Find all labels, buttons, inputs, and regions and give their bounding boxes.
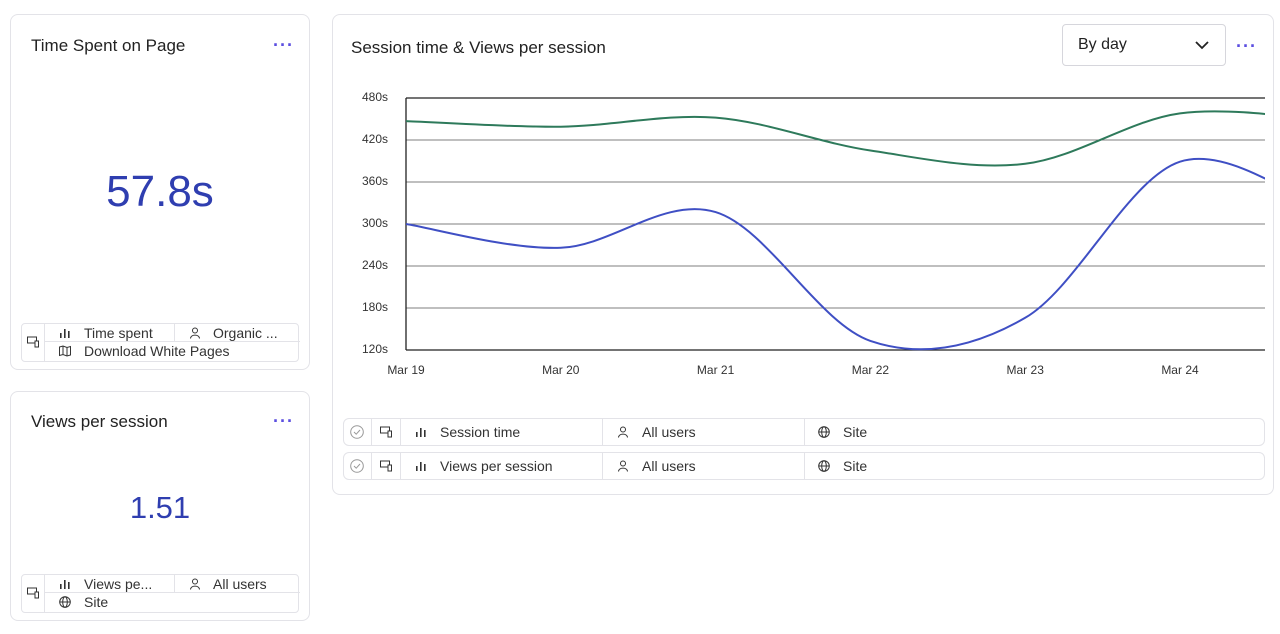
person-icon [190, 327, 200, 339]
device-cell [22, 575, 45, 612]
scope-name: Site [843, 424, 868, 440]
period-dropdown[interactable]: By day [1062, 24, 1226, 66]
audience-name: All users [642, 458, 696, 474]
metric-cell: Views pe... [45, 575, 175, 593]
person-icon [190, 578, 200, 590]
scope-name: Site [84, 594, 109, 610]
menu-button[interactable]: ··· [1236, 36, 1257, 56]
legend-row: Session time All users Site [343, 418, 1265, 446]
card-title: Time Spent on Page [31, 36, 186, 55]
scope-cell: Site [45, 593, 300, 611]
scope-cell: Download White Pages [45, 342, 300, 360]
person-icon [618, 426, 628, 438]
scope-cell: Site [805, 453, 1264, 479]
scope-name: Download White Pages [84, 343, 230, 359]
globe-icon [818, 426, 830, 438]
metric-name: Views pe... [84, 576, 153, 592]
globe-icon [818, 460, 830, 472]
metric-name: Time spent [84, 325, 153, 341]
audience-cell: Organic ... [175, 324, 300, 342]
filter-box: Time spent Organic ... Download White Pa… [21, 323, 300, 362]
bar-icon [60, 580, 70, 589]
metric-cell: Session time [401, 419, 603, 445]
chart-panel: Session time & Views per session By day … [332, 14, 1274, 495]
check-icon [350, 459, 364, 473]
device-icon [27, 587, 39, 599]
legend-label: Views per session [440, 458, 553, 474]
device-icon [380, 426, 392, 438]
filter-box: Views pe... All users Site [21, 574, 300, 613]
map-icon [59, 345, 71, 357]
menu-button[interactable]: ··· [273, 35, 294, 55]
bar-icon [416, 462, 426, 471]
scope-cell: Site [805, 419, 1264, 445]
audience-name: All users [213, 576, 267, 592]
card-title: Views per session [31, 412, 168, 431]
device-icon [380, 460, 392, 472]
scope-name: Site [843, 458, 868, 474]
chevron-icon [1195, 41, 1209, 50]
metric-cell: Time spent [45, 324, 175, 342]
audience-name: All users [642, 424, 696, 440]
check-cell [344, 419, 372, 445]
dropdown-label: By day [1078, 36, 1127, 53]
bar-icon [60, 329, 70, 338]
metric-card: Time Spent on Page ··· 57.8s Time spent … [10, 14, 310, 370]
metric-cell: Views per session [401, 453, 603, 479]
globe-icon [59, 596, 71, 608]
metric-value: 57.8s [106, 167, 214, 216]
metric-value: 1.51 [129, 490, 191, 525]
menu-button[interactable]: ··· [273, 411, 294, 431]
device-icon [27, 336, 39, 348]
device-cell [372, 419, 401, 445]
audience-cell: All users [603, 453, 805, 479]
device-cell [372, 453, 401, 479]
device-cell [22, 324, 45, 361]
person-icon [618, 460, 628, 472]
legend-label: Session time [440, 424, 521, 440]
bar-icon [416, 428, 426, 437]
check-icon [350, 425, 364, 439]
audience-cell: All users [603, 419, 805, 445]
audience-name: Organic ... [213, 325, 278, 341]
chart-title: Session time & Views per session [351, 38, 606, 57]
legend-row: Views per session All users Site [343, 452, 1265, 480]
metric-card: Views per session ··· 1.51 Views pe... A… [10, 391, 310, 621]
check-cell [344, 453, 372, 479]
audience-cell: All users [175, 575, 300, 593]
